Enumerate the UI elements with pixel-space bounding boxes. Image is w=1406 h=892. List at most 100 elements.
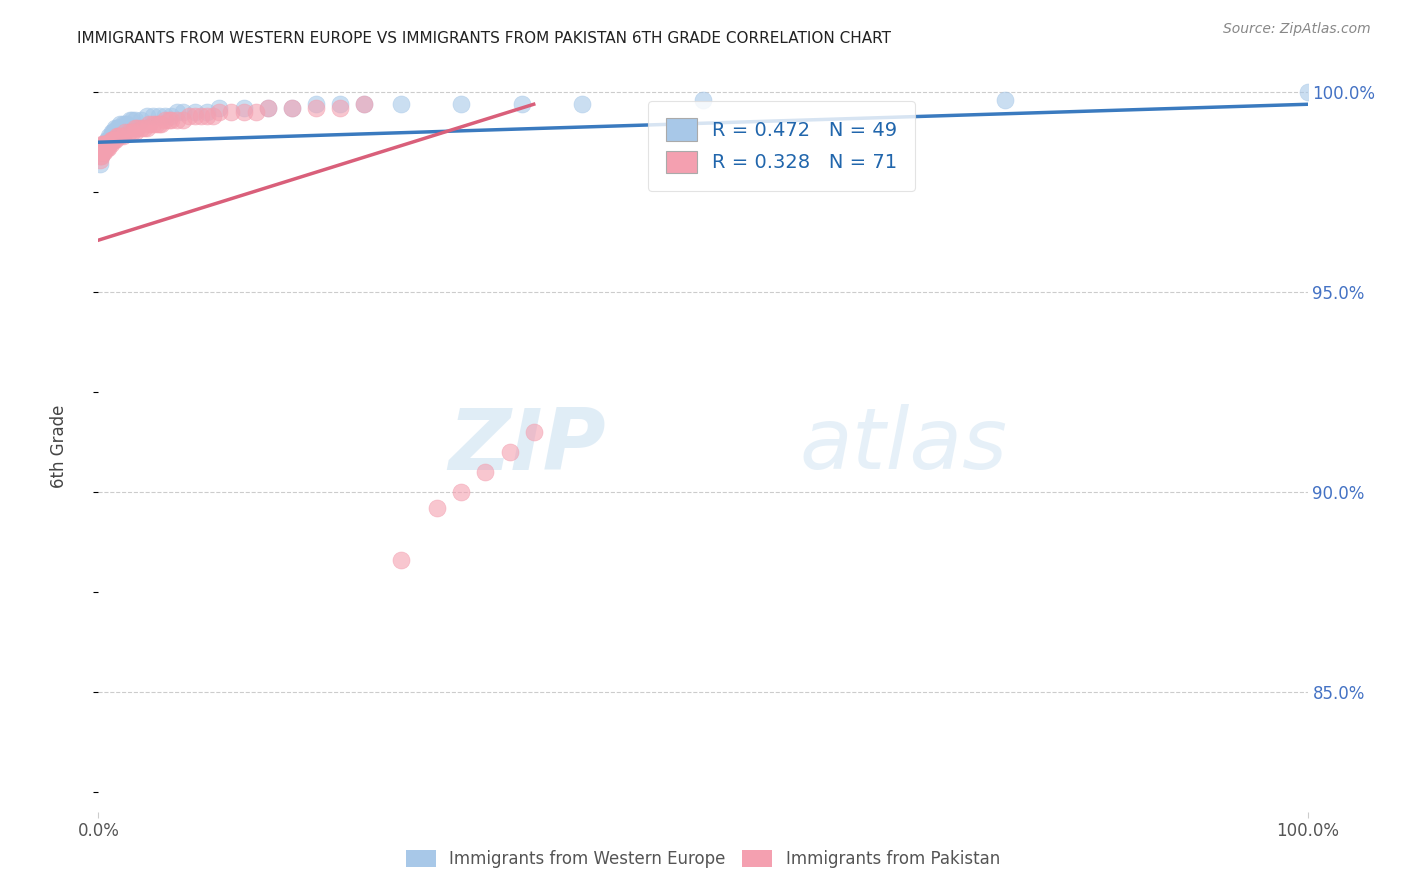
Point: [89, 145, 111, 160]
Point: [90, 141, 112, 155]
Point: [97, 133, 120, 147]
Point: [98, 129, 121, 144]
Point: [498, 445, 520, 459]
Point: [105, 121, 128, 136]
Point: [142, 109, 165, 123]
Point: [305, 101, 328, 115]
Point: [111, 129, 134, 144]
Point: [96, 133, 118, 147]
Point: [124, 121, 146, 136]
Point: [474, 465, 496, 479]
Point: [93, 137, 115, 152]
Point: [510, 97, 533, 112]
Point: [450, 97, 472, 112]
Point: [127, 121, 149, 136]
Point: [329, 101, 352, 115]
Point: [160, 113, 183, 128]
Point: [103, 125, 125, 139]
Point: [108, 121, 131, 136]
Point: [208, 101, 231, 115]
Point: [129, 121, 152, 136]
Point: [121, 113, 143, 128]
Point: [90, 149, 112, 163]
Text: IMMIGRANTS FROM WESTERN EUROPE VS IMMIGRANTS FROM PAKISTAN 6TH GRADE CORRELATION: IMMIGRANTS FROM WESTERN EUROPE VS IMMIGR…: [77, 31, 891, 46]
Point: [118, 125, 141, 139]
Point: [93, 141, 115, 155]
Point: [142, 117, 165, 131]
Point: [281, 101, 304, 115]
Point: [202, 109, 225, 123]
Point: [256, 101, 278, 115]
Point: [111, 117, 134, 131]
Point: [108, 129, 131, 144]
Text: ZIP: ZIP: [449, 404, 606, 488]
Point: [221, 105, 243, 120]
Point: [121, 125, 143, 139]
Point: [107, 129, 129, 144]
Point: [172, 105, 194, 120]
Point: [389, 97, 412, 112]
Point: [90, 149, 112, 163]
Point: [179, 109, 201, 123]
Point: [157, 113, 180, 128]
Point: [96, 141, 118, 155]
Point: [91, 145, 114, 160]
Text: 6th Grade: 6th Grade: [51, 404, 67, 488]
Point: [97, 141, 120, 155]
Point: [153, 113, 176, 128]
Point: [232, 101, 254, 115]
Point: [153, 109, 176, 123]
Point: [232, 105, 254, 120]
Point: [100, 137, 122, 152]
Point: [100, 129, 122, 144]
Point: [114, 117, 136, 131]
Point: [94, 141, 117, 155]
Point: [135, 121, 157, 136]
Point: [329, 97, 352, 112]
Point: [145, 117, 167, 131]
Legend: Immigrants from Western Europe, Immigrants from Pakistan: Immigrants from Western Europe, Immigran…: [399, 843, 1007, 875]
Point: [190, 109, 212, 123]
Point: [305, 97, 328, 112]
Point: [353, 97, 375, 112]
Point: [148, 109, 170, 123]
Point: [124, 113, 146, 128]
Point: [91, 141, 114, 155]
Point: [90, 145, 112, 160]
Point: [134, 121, 156, 136]
Point: [91, 137, 114, 152]
Point: [166, 105, 188, 120]
Point: [114, 125, 136, 139]
Point: [100, 133, 122, 147]
Point: [101, 133, 124, 147]
Point: [150, 117, 173, 131]
Point: [692, 93, 714, 107]
Point: [389, 553, 412, 567]
Point: [94, 137, 117, 152]
Point: [107, 121, 129, 136]
Point: [94, 137, 117, 152]
Point: [1296, 85, 1319, 99]
Point: [104, 121, 127, 136]
Point: [97, 137, 120, 152]
Point: [91, 141, 114, 155]
Point: [89, 149, 111, 163]
Point: [93, 137, 115, 152]
Point: [104, 133, 127, 147]
Point: [450, 485, 472, 500]
Point: [256, 101, 278, 115]
Point: [135, 109, 157, 123]
Point: [195, 105, 218, 120]
Point: [117, 117, 139, 131]
Point: [184, 109, 207, 123]
Point: [523, 425, 546, 439]
Point: [103, 133, 125, 147]
Point: [166, 113, 188, 128]
Point: [108, 117, 131, 131]
Point: [138, 117, 160, 131]
Point: [124, 125, 146, 139]
Point: [98, 137, 121, 152]
Point: [118, 113, 141, 128]
Point: [281, 101, 304, 115]
Point: [353, 97, 375, 112]
